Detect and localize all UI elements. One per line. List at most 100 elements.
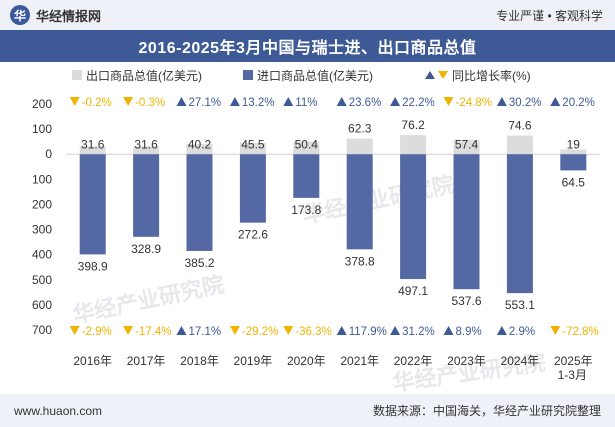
x-tick-label: 2024年 [501, 354, 540, 368]
export-value-label: 45.5 [241, 138, 265, 152]
tagline: 专业严谨 • 客观科学 [496, 8, 603, 23]
brand[interactable]: 华 华经情报网 [10, 5, 101, 25]
import-growth-label: 2.9% [509, 326, 535, 338]
legend-import-swatch [243, 70, 253, 80]
export-growth-down-arrow-icon [443, 97, 454, 106]
watermark-text: 华经产业研究院 [301, 171, 457, 227]
export-value-label: 74.6 [508, 118, 532, 132]
x-tick-label: 2025年 [554, 354, 593, 368]
watermark-text: 华经产业研究院 [71, 271, 227, 327]
y-tick-label: 600 [32, 298, 52, 312]
export-bar [239, 142, 266, 155]
chart-title: 2016-2025年3月中国与瑞士进、出口商品总值 [138, 40, 477, 57]
import-growth-up-arrow-icon [390, 326, 401, 335]
export-value-label: 40.2 [188, 138, 212, 152]
export-growth-up-arrow-icon [496, 97, 507, 106]
x-tick-label: 2016年 [73, 354, 112, 368]
y-tick-label: 0 [45, 147, 52, 161]
import-bar [79, 154, 106, 255]
footer-source: 数据来源：中国海关，华经产业研究院整理 [372, 404, 601, 418]
brand-name: 华经情报网 [36, 8, 102, 24]
import-growth-label: 17.1% [189, 326, 222, 338]
export-growth-label: 22.2% [402, 97, 435, 109]
export-value-label: 50.4 [295, 138, 319, 152]
import-value-label: 173.8 [291, 203, 321, 217]
legend-growth-label: 同比增长率(%) [452, 68, 531, 83]
export-growth-label: 23.6% [349, 97, 382, 109]
y-tick-label: 300 [32, 223, 52, 237]
x-tick-label: 2017年 [127, 354, 166, 368]
x-tick-label: 1-3月 [558, 368, 587, 382]
export-growth-label: -0.2% [82, 97, 112, 109]
y-tick-label: 500 [32, 273, 52, 287]
import-bar [133, 154, 160, 237]
export-bar [506, 135, 533, 155]
import-growth-up-arrow-icon [336, 326, 347, 335]
import-value-label: 385.2 [184, 256, 214, 270]
import-bar [400, 154, 427, 280]
export-bar [560, 149, 587, 155]
export-growth-label: 11% [295, 97, 317, 109]
import-growth-up-arrow-icon [443, 326, 454, 335]
export-growth-label: 13.2% [242, 97, 275, 109]
import-bar [346, 154, 373, 250]
import-bar [186, 154, 213, 251]
x-tick-label: 2021年 [340, 354, 379, 368]
import-value-label: 537.6 [451, 294, 481, 308]
import-growth-label: -29.2% [242, 326, 278, 338]
export-bar [133, 146, 160, 155]
export-growth-up-arrow-icon [283, 97, 294, 106]
y-tick-label: 100 [32, 122, 52, 136]
y-tick-label: 200 [32, 97, 52, 111]
import-growth-down-arrow-icon [550, 326, 561, 335]
import-value-label: 398.9 [78, 259, 108, 273]
legend-import-label: 进口商品总值(亿美元) [257, 68, 373, 83]
export-bar [346, 138, 373, 155]
legend-export-label: 出口商品总值(亿美元) [86, 68, 202, 83]
export-growth-up-arrow-icon [336, 97, 347, 106]
import-bar [453, 154, 480, 290]
import-bar [239, 154, 266, 223]
import-growth-down-arrow-icon [229, 326, 240, 335]
import-growth-label: -17.4% [135, 326, 171, 338]
export-growth-down-arrow-icon [123, 97, 134, 106]
import-growth-label: -2.9% [82, 326, 112, 338]
export-bar [79, 146, 106, 155]
import-value-label: 328.9 [131, 242, 161, 256]
import-growth-up-arrow-icon [176, 326, 187, 335]
export-growth-up-arrow-icon [550, 97, 561, 106]
import-growth-label: -36.3% [295, 326, 331, 338]
title-bar: 2016-2025年3月中国与瑞士进、出口商品总值 [0, 30, 615, 62]
y-tick-label: 100 [32, 172, 52, 186]
export-growth-label: 30.2% [509, 97, 542, 109]
import-value-label: 272.6 [238, 228, 268, 242]
x-tick-label: 2022年 [394, 354, 433, 368]
y-tick-label: 200 [32, 197, 52, 211]
export-growth-label: -24.8% [456, 97, 492, 109]
import-bar [506, 154, 533, 294]
footer-url[interactable]: www.huaon.com [14, 403, 103, 418]
export-value-label: 19 [567, 138, 581, 152]
export-value-label: 76.2 [401, 118, 425, 132]
import-growth-down-arrow-icon [69, 326, 80, 335]
export-growth-up-arrow-icon [176, 97, 187, 106]
export-value-label: 31.6 [81, 138, 105, 152]
import-bar [293, 154, 320, 198]
import-growth-label: 31.2% [402, 326, 435, 338]
legend-export-swatch [72, 70, 82, 80]
export-value-label: 62.3 [348, 122, 372, 136]
export-bar [186, 144, 213, 155]
x-tick-label: 2020年 [287, 354, 326, 368]
export-growth-label: 27.1% [189, 97, 222, 109]
legend-down-arrow-icon [438, 71, 448, 79]
import-growth-label: -72.8% [562, 326, 598, 338]
import-value-label: 553.1 [505, 298, 535, 312]
y-tick-label: 400 [32, 248, 52, 262]
import-growth-down-arrow-icon [283, 326, 294, 335]
import-value-label: 64.5 [562, 175, 586, 189]
footer-bar: www.huaon.com 数据来源：中国海关，华经产业研究院整理 [0, 394, 615, 427]
x-tick-label: 2019年 [234, 354, 273, 368]
export-value-label: 57.4 [455, 138, 479, 152]
brand-logo-icon: 华 [10, 5, 30, 25]
